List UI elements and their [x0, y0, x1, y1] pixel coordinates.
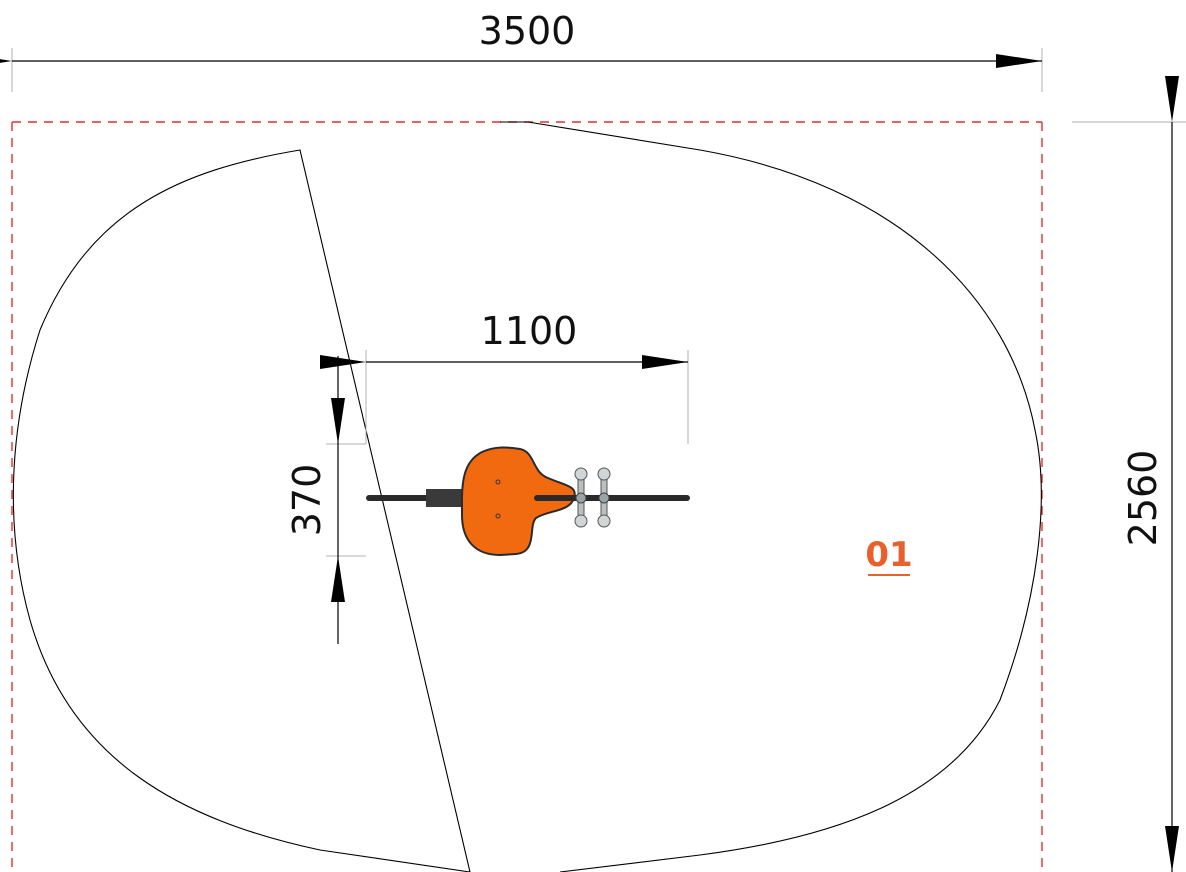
height-dimension: 2560 [1072, 76, 1186, 872]
equipment-length-label: 1100 [481, 309, 578, 353]
height-dimension-label: 2560 [1121, 450, 1165, 547]
equipment-number-text: 01 [865, 535, 912, 575]
equipment-width-dimension: 370 [285, 356, 366, 644]
equipment-width-label: 370 [285, 464, 329, 537]
equipment-length-dimension: 1100 [320, 309, 689, 444]
front-bar [534, 495, 690, 501]
width-dimension-label: 3500 [479, 9, 576, 53]
handlebar-rear [597, 467, 611, 528]
equipment-number-label: 01 [865, 535, 913, 576]
handlebar-front [574, 467, 588, 528]
spring-rider-equipment [366, 446, 690, 557]
safety-zone-outline [12, 121, 1042, 872]
seat-body [460, 446, 576, 557]
width-dimension: 3500 [0, 9, 1043, 92]
rear-bar-clamp [426, 489, 464, 507]
